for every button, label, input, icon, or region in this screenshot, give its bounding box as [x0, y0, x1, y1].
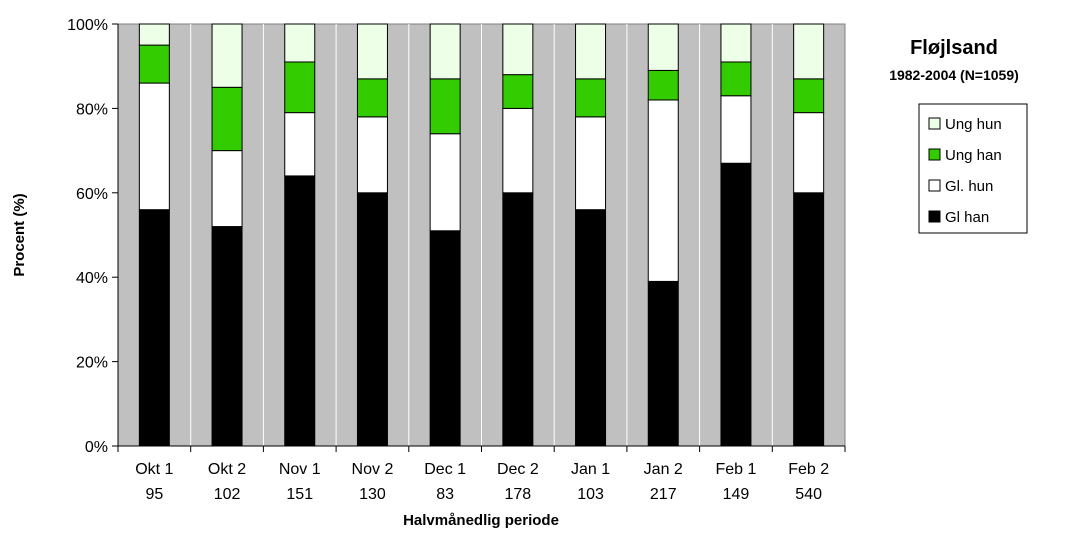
- x-count-label: 217: [650, 486, 677, 503]
- category-separators: [190, 24, 773, 446]
- x-tick-label: Okt 1: [135, 461, 173, 478]
- bar-segment: [211, 226, 243, 447]
- y-axis: 0% 20% 40% 60% 80% 100%: [67, 17, 119, 456]
- x-tick-label: Nov 1: [279, 461, 321, 478]
- bar-segment: [720, 95, 752, 164]
- bar-segment: [284, 175, 316, 447]
- y-tick-label: 100%: [67, 17, 108, 34]
- bar-segment: [138, 44, 170, 84]
- bar-segment: [647, 23, 679, 71]
- legend-label: Gl. hun: [945, 178, 993, 195]
- legend-swatch: [928, 179, 941, 192]
- y-tick-label: 20%: [76, 355, 108, 372]
- x-count-label: 95: [145, 486, 163, 503]
- bar-segment: [793, 23, 825, 80]
- x-tick-label: Dec 1: [424, 461, 466, 478]
- bar-segment: [502, 192, 534, 447]
- bar-segment: [575, 78, 607, 118]
- x-tick-label: Jan 1: [571, 461, 610, 478]
- bar-segment: [429, 133, 461, 232]
- bar-segment: [429, 23, 461, 80]
- x-count-label: 102: [214, 486, 241, 503]
- x-count-label: 130: [359, 486, 386, 503]
- legend-swatch: [928, 148, 941, 161]
- x-tick-label: Feb 2: [788, 461, 829, 478]
- y-tick-label: 80%: [76, 101, 108, 118]
- bar-segment: [720, 162, 752, 447]
- legend: Ung hun Ung han Gl. hun Gl han: [918, 103, 1028, 234]
- x-count-label: 178: [504, 486, 531, 503]
- bar-segment: [356, 116, 388, 194]
- bar-segment: [356, 23, 388, 80]
- bar-segment: [138, 82, 170, 211]
- y-tick-label: 0%: [85, 439, 108, 456]
- bar-segment: [647, 99, 679, 282]
- x-tick-label: Okt 2: [208, 461, 246, 478]
- x-count-label: 540: [795, 486, 822, 503]
- bar-segment: [211, 23, 243, 88]
- y-tick-label: 60%: [76, 186, 108, 203]
- bar-segment: [647, 69, 679, 101]
- bar-segment: [284, 112, 316, 177]
- legend-label: Ung hun: [945, 116, 1002, 133]
- bar-segment: [575, 23, 607, 80]
- bar-segment: [429, 230, 461, 447]
- bar-segment: [720, 61, 752, 97]
- bar-segment: [793, 78, 825, 114]
- bar-segment: [793, 192, 825, 447]
- y-tick-label: 40%: [76, 270, 108, 287]
- x-tick-label: Dec 2: [497, 461, 539, 478]
- chart-subtitle: 1982-2004 (N=1059): [889, 67, 1019, 83]
- bar-segment: [211, 150, 243, 228]
- x-axis-title: Halvmånedlig periode: [403, 512, 559, 529]
- bar-segment: [502, 74, 534, 109]
- bar-segment: [502, 107, 534, 194]
- legend-label: Gl han: [945, 209, 989, 226]
- x-tick-label: Feb 1: [715, 461, 756, 478]
- bar-segment: [575, 209, 607, 447]
- legend-label: Ung han: [945, 147, 1002, 164]
- bar-segment: [793, 112, 825, 194]
- bar-segment: [211, 86, 243, 152]
- x-count-label: 149: [723, 486, 750, 503]
- x-count-label: 151: [286, 486, 313, 503]
- bar-segment: [356, 192, 388, 447]
- bar-segment: [647, 280, 679, 447]
- bar-segment: [284, 61, 316, 114]
- bar-segment: [356, 78, 388, 118]
- bar-segment: [284, 23, 316, 63]
- x-tick-label: Jan 2: [644, 461, 683, 478]
- bar-segment: [138, 23, 170, 46]
- chart-title: Fløjlsand: [910, 37, 998, 59]
- bar-segment: [720, 23, 752, 63]
- y-axis-title: Procent (%): [11, 193, 28, 276]
- x-count-label: 103: [577, 486, 604, 503]
- legend-swatch: [928, 210, 941, 223]
- bar-segment: [575, 116, 607, 211]
- bar-segment: [502, 23, 534, 76]
- x-count-label: 83: [436, 486, 454, 503]
- legend-swatch: [928, 117, 941, 130]
- bar-group: [138, 23, 825, 447]
- x-tick-label: Nov 2: [352, 461, 394, 478]
- bar-segment: [429, 78, 461, 135]
- bar-segment: [138, 209, 170, 447]
- x-axis: Okt 1 95 Okt 2 102 Nov 1 151 Nov 2 130 Dec 1 83 De…: [117, 445, 846, 503]
